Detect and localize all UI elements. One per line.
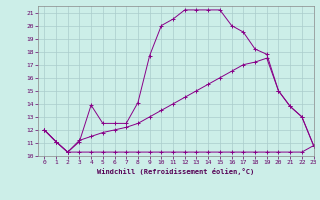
X-axis label: Windchill (Refroidissement éolien,°C): Windchill (Refroidissement éolien,°C): [97, 168, 255, 175]
